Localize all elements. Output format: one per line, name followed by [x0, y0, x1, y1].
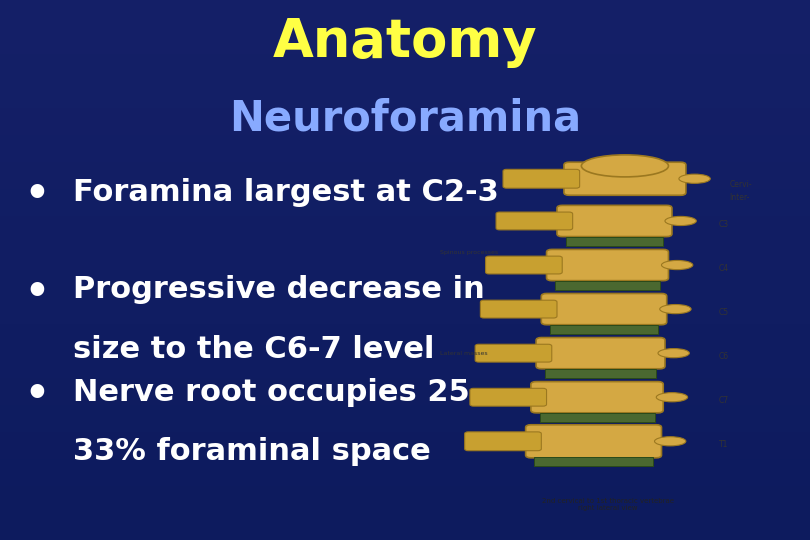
FancyBboxPatch shape: [475, 345, 552, 362]
Ellipse shape: [660, 305, 691, 314]
Bar: [550, 325, 658, 334]
FancyBboxPatch shape: [564, 162, 686, 195]
Text: size to the C6-7 level: size to the C6-7 level: [73, 335, 434, 364]
Text: •: •: [24, 375, 49, 413]
Ellipse shape: [658, 348, 689, 357]
Bar: [0, 189, 810, 216]
Bar: [0, 513, 810, 540]
FancyBboxPatch shape: [557, 205, 672, 237]
Bar: [0, 405, 810, 432]
Bar: [0, 135, 810, 162]
Bar: [0, 216, 810, 243]
FancyBboxPatch shape: [541, 293, 667, 325]
Text: 33% foraminal space: 33% foraminal space: [73, 437, 431, 467]
Bar: [0, 27, 810, 54]
Text: 2nd cervical to 1st thoracic vertebrae
right lateral view: 2nd cervical to 1st thoracic vertebrae r…: [542, 498, 673, 511]
FancyBboxPatch shape: [470, 388, 547, 406]
Ellipse shape: [662, 260, 693, 269]
Text: Neuroforamina: Neuroforamina: [229, 97, 581, 139]
Bar: [545, 369, 656, 378]
Bar: [0, 54, 810, 81]
Bar: [0, 324, 810, 351]
Bar: [0, 162, 810, 189]
FancyBboxPatch shape: [480, 300, 557, 318]
Text: Cervi-: Cervi-: [730, 180, 752, 189]
Text: C7: C7: [719, 396, 729, 406]
FancyBboxPatch shape: [526, 425, 662, 458]
FancyBboxPatch shape: [547, 249, 668, 281]
Ellipse shape: [679, 174, 710, 183]
Bar: [0, 432, 810, 459]
Text: •: •: [24, 176, 49, 213]
Text: C4: C4: [719, 264, 729, 273]
Text: •: •: [24, 273, 49, 310]
Bar: [0, 270, 810, 297]
Ellipse shape: [582, 155, 668, 177]
Text: T1: T1: [719, 441, 728, 449]
Text: C6: C6: [719, 352, 729, 361]
Bar: [0, 351, 810, 378]
FancyBboxPatch shape: [531, 382, 663, 413]
Bar: [0, 243, 810, 270]
Ellipse shape: [654, 437, 686, 446]
Text: Foramina largest at C2-3: Foramina largest at C2-3: [73, 178, 499, 207]
Bar: [0, 297, 810, 324]
Bar: [565, 237, 663, 246]
Bar: [0, 486, 810, 513]
Bar: [0, 108, 810, 135]
Text: C3: C3: [719, 220, 729, 229]
Bar: [0, 81, 810, 108]
Ellipse shape: [665, 217, 697, 226]
Text: Lateral masses: Lateral masses: [441, 350, 488, 356]
Ellipse shape: [656, 393, 688, 402]
Bar: [0, 459, 810, 486]
FancyBboxPatch shape: [496, 212, 573, 230]
Text: Spinous processes: Spinous processes: [441, 249, 498, 255]
Bar: [556, 281, 659, 290]
Text: C5: C5: [719, 308, 729, 318]
Bar: [0, 0, 810, 27]
FancyBboxPatch shape: [536, 338, 665, 369]
Text: Nerve root occupies 25-: Nerve root occupies 25-: [73, 378, 482, 407]
Text: Anatomy: Anatomy: [273, 16, 537, 68]
Bar: [0, 378, 810, 405]
FancyBboxPatch shape: [503, 170, 580, 188]
FancyBboxPatch shape: [465, 432, 541, 451]
FancyBboxPatch shape: [486, 256, 562, 274]
Bar: [535, 457, 653, 466]
Text: Inter-: Inter-: [730, 193, 750, 201]
Bar: [539, 413, 654, 422]
Text: Progressive decrease in: Progressive decrease in: [73, 275, 484, 305]
